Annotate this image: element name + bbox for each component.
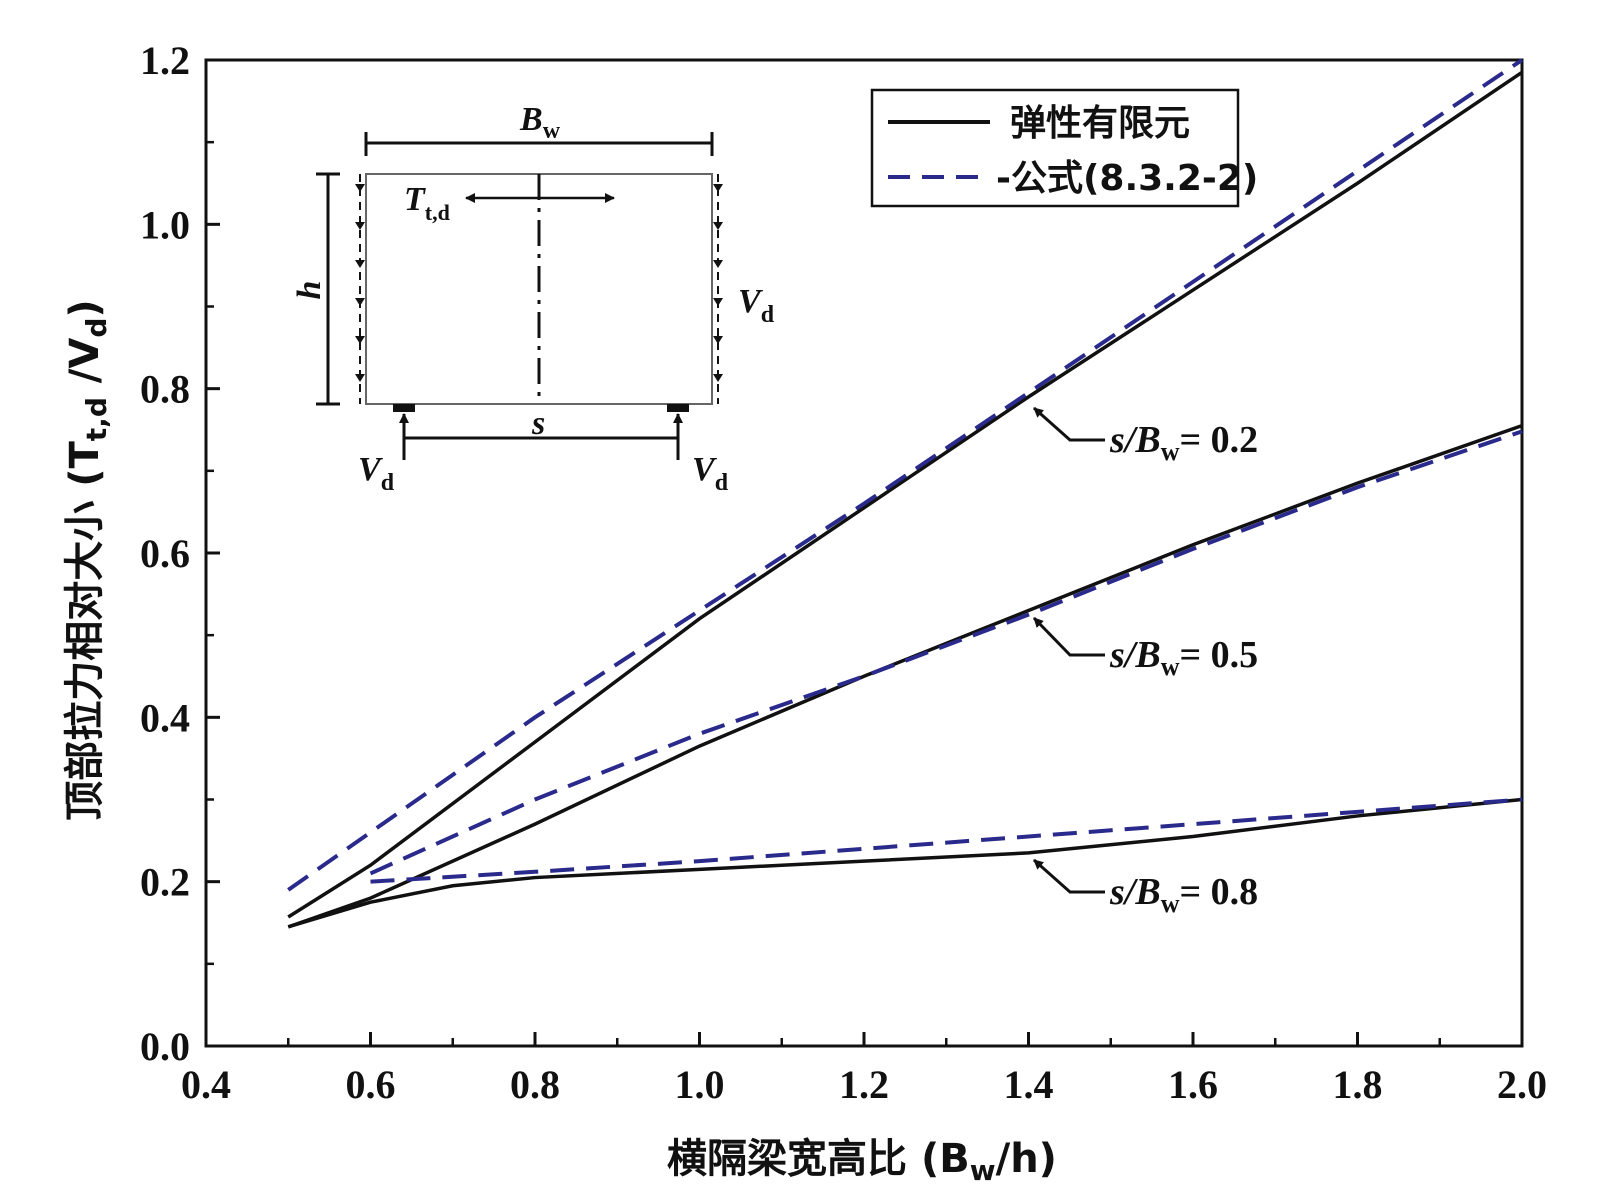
x-tick-label: 1.2 xyxy=(839,1062,889,1107)
inset-load-arrowhead xyxy=(355,184,365,192)
inset-distributed-load-arrows xyxy=(355,174,723,404)
inset-vd-label-left: Vd xyxy=(358,451,395,496)
inset-load-arrowhead xyxy=(355,374,365,382)
y-axis-title: 顶部拉力相对大小 (Tt,d /Vd) xyxy=(62,299,113,820)
inset-load-arrowhead xyxy=(355,336,365,344)
legend: 弹性有限元 -公式(8.3.2-2) xyxy=(870,88,1258,208)
x-tick-label: 1.8 xyxy=(1333,1062,1383,1107)
x-tick-label: 1.6 xyxy=(1168,1062,1218,1107)
inset-t-label: Tt,d xyxy=(404,181,450,225)
y-tick-label: 0.2 xyxy=(140,860,190,905)
annotation-label-0.2: s/Bw= 0.2 xyxy=(1109,419,1258,466)
y-tick-label: 1.2 xyxy=(140,38,190,83)
series-line-fem-0.8 xyxy=(287,797,1523,929)
inset-support-right xyxy=(667,404,689,412)
inset-load-arrowhead xyxy=(713,222,723,230)
inset-load-arrowhead xyxy=(713,260,723,268)
x-tick-label: 1.0 xyxy=(675,1062,725,1107)
annotation-0.8: s/Bw= 0.8 xyxy=(1033,858,1258,918)
x-tick-labels: 0.4 0.6 0.8 1.0 1.2 1.4 1.6 1.8 2.0 xyxy=(181,1062,1547,1107)
series-line-formula-0.5 xyxy=(369,429,1523,876)
inset-load-arrowhead xyxy=(713,298,723,306)
x-tick-label: 0.8 xyxy=(510,1062,560,1107)
annotation-label-0.8: s/Bw= 0.8 xyxy=(1109,871,1258,918)
annotation-label-0.5: s/Bw= 0.5 xyxy=(1109,634,1258,681)
y-tick-label: 1.0 xyxy=(140,202,190,247)
inset-load-arrowhead xyxy=(713,184,723,192)
legend-box xyxy=(870,88,1240,208)
inset-bw-label: Bw xyxy=(519,101,561,144)
x-tick-label: 0.6 xyxy=(346,1062,396,1107)
y-tick-label: 0.4 xyxy=(140,695,190,740)
series-line-fem-0.5 xyxy=(287,423,1523,929)
inset-s-label: s xyxy=(531,405,545,442)
legend-label-fem: 弹性有限元 xyxy=(1010,103,1190,144)
series-group xyxy=(287,58,1524,929)
y-tick-label: 0.0 xyxy=(140,1024,190,1069)
x-tick-label: 1.4 xyxy=(1004,1062,1054,1107)
inset-load-arrowhead xyxy=(355,298,365,306)
legend-label-formula: -公式(8.3.2-2) xyxy=(996,158,1258,199)
y-tick-label: 0.6 xyxy=(140,531,190,576)
series-line-fem-0.2 xyxy=(287,70,1523,919)
inset-vd-label-right: Vd xyxy=(738,283,775,328)
inset-load-arrowhead xyxy=(713,336,723,344)
series-line-formula-0.8 xyxy=(370,797,1523,884)
annotations: s/Bw= 0.2 s/Bw= 0.5 s/Bw= 0.8 xyxy=(1032,406,1258,918)
x-tick-label: 2.0 xyxy=(1497,1062,1547,1107)
inset-support-left xyxy=(393,404,415,412)
inset-load-arrowhead xyxy=(355,260,365,268)
inset-load-arrowhead xyxy=(713,374,723,382)
y-tick-label: 0.8 xyxy=(140,367,190,412)
y-tick-labels: 0.0 0.2 0.4 0.6 0.8 1.0 1.2 xyxy=(140,38,190,1069)
inset-schematic: Bw h Tt,d Vd s Vd Vd xyxy=(291,101,775,496)
x-tick-label: 0.4 xyxy=(181,1062,231,1107)
annotation-arrow-0.2 xyxy=(1033,406,1105,442)
annotation-arrow-0.8 xyxy=(1033,858,1105,894)
inset-load-arrowhead xyxy=(355,222,365,230)
inset-vd-label-bottom-right: Vd xyxy=(692,451,729,496)
series-line-formula-0.2 xyxy=(287,58,1524,892)
annotation-0.5: s/Bw= 0.5 xyxy=(1032,616,1258,681)
annotation-arrow-0.5 xyxy=(1032,616,1105,657)
axis-ticks xyxy=(204,58,1524,1048)
inset-h-label: h xyxy=(291,281,328,300)
annotation-0.2: s/Bw= 0.2 xyxy=(1033,406,1258,466)
x-axis-title: 横隔梁宽高比 (Bw/h) xyxy=(667,1136,1057,1187)
